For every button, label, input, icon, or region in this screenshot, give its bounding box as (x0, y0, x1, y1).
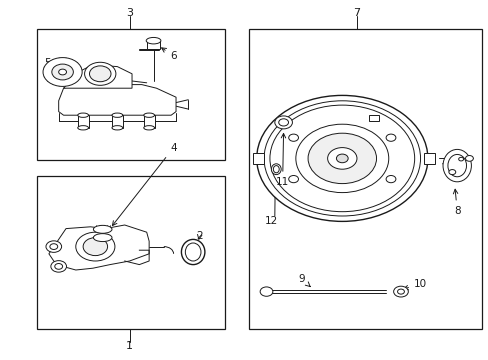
Circle shape (52, 64, 73, 80)
Ellipse shape (93, 225, 112, 233)
Circle shape (386, 175, 395, 183)
Ellipse shape (271, 164, 281, 175)
Bar (368, 115, 378, 121)
Polygon shape (63, 65, 132, 88)
Bar (249, 29, 481, 329)
Bar (423, 153, 434, 164)
Circle shape (288, 134, 298, 141)
Text: 9: 9 (298, 274, 309, 287)
Circle shape (288, 175, 298, 183)
Circle shape (397, 289, 404, 294)
Circle shape (448, 170, 455, 175)
Ellipse shape (93, 234, 112, 242)
Circle shape (46, 241, 61, 252)
Circle shape (295, 124, 388, 193)
Ellipse shape (185, 243, 201, 261)
Bar (112, 115, 122, 128)
Text: 2: 2 (196, 231, 203, 241)
Ellipse shape (442, 149, 470, 182)
Text: 8: 8 (452, 189, 460, 216)
Bar (37, 176, 224, 329)
Ellipse shape (78, 126, 88, 130)
Circle shape (264, 101, 420, 216)
Circle shape (89, 66, 111, 82)
Ellipse shape (447, 154, 466, 177)
Circle shape (43, 58, 82, 86)
Ellipse shape (273, 166, 279, 173)
Ellipse shape (112, 113, 122, 117)
Text: 7: 7 (353, 8, 360, 18)
Circle shape (55, 264, 62, 269)
Circle shape (59, 69, 66, 75)
Bar (78, 115, 88, 128)
Text: 12: 12 (264, 216, 278, 226)
Circle shape (393, 286, 407, 297)
Circle shape (260, 287, 272, 296)
Circle shape (465, 156, 472, 161)
Text: 10: 10 (403, 279, 426, 290)
Circle shape (83, 238, 107, 256)
Ellipse shape (181, 239, 204, 265)
Ellipse shape (143, 113, 154, 117)
Circle shape (386, 134, 395, 141)
Circle shape (51, 261, 66, 272)
Ellipse shape (78, 113, 88, 117)
Circle shape (84, 62, 116, 85)
Text: 5: 5 (44, 58, 59, 68)
Circle shape (307, 133, 376, 184)
Circle shape (336, 154, 347, 163)
Text: 6: 6 (162, 48, 177, 61)
Circle shape (50, 244, 58, 249)
Circle shape (458, 157, 463, 161)
Polygon shape (49, 225, 149, 270)
Circle shape (76, 232, 115, 261)
Bar (37, 29, 224, 160)
Circle shape (269, 105, 414, 212)
Text: 1: 1 (126, 341, 133, 351)
Circle shape (256, 95, 427, 221)
Ellipse shape (143, 126, 154, 130)
Bar (252, 153, 263, 164)
Ellipse shape (146, 37, 161, 44)
Polygon shape (59, 85, 176, 115)
Bar (143, 115, 154, 128)
Text: 11: 11 (275, 134, 289, 187)
Circle shape (274, 116, 292, 129)
Text: 3: 3 (126, 8, 133, 18)
Ellipse shape (112, 126, 122, 130)
Bar (146, 41, 160, 49)
Circle shape (278, 119, 288, 126)
Circle shape (327, 148, 356, 169)
Text: 4: 4 (112, 143, 177, 226)
